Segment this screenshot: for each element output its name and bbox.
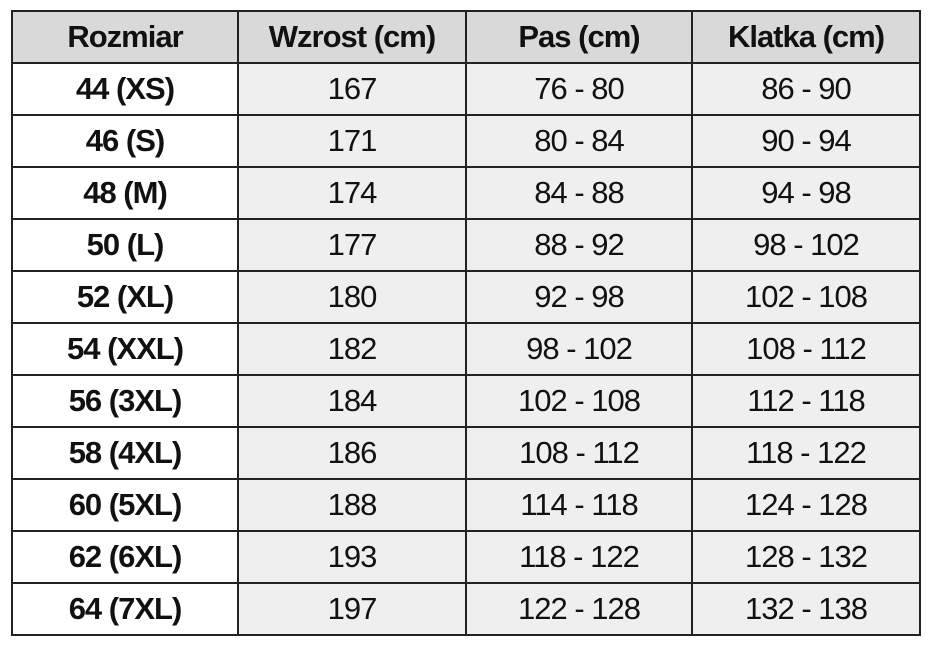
size-cell: 46 (S) [11, 114, 239, 168]
data-cell: 76 - 80 [465, 62, 693, 116]
data-cell: 193 [237, 530, 467, 584]
data-cell: 118 - 122 [691, 426, 921, 480]
data-cell: 171 [237, 114, 467, 168]
data-cell: 80 - 84 [465, 114, 693, 168]
table-row: 62 (6XL) 193 118 - 122 128 - 132 [11, 530, 921, 584]
data-cell: 112 - 118 [691, 374, 921, 428]
table-row: 58 (4XL) 186 108 - 112 118 - 122 [11, 426, 921, 480]
size-cell: 50 (L) [11, 218, 239, 272]
table-row: 56 (3XL) 184 102 - 108 112 - 118 [11, 374, 921, 428]
size-cell: 48 (M) [11, 166, 239, 220]
table-body: 44 (XS) 167 76 - 80 86 - 90 46 (S) 171 80 - 84… [11, 62, 921, 636]
size-cell: 58 (4XL) [11, 426, 239, 480]
header-cell: Wzrost (cm) [237, 10, 467, 64]
size-cell: 64 (7XL) [11, 582, 239, 636]
data-cell: 84 - 88 [465, 166, 693, 220]
data-cell: 94 - 98 [691, 166, 921, 220]
header-cell: Rozmiar [11, 10, 239, 64]
table-row: 46 (S) 171 80 - 84 90 - 94 [11, 114, 921, 168]
data-cell: 184 [237, 374, 467, 428]
data-cell: 128 - 132 [691, 530, 921, 584]
header-cell: Pas (cm) [465, 10, 693, 64]
data-cell: 108 - 112 [465, 426, 693, 480]
header-cell: Klatka (cm) [691, 10, 921, 64]
data-cell: 88 - 92 [465, 218, 693, 272]
data-cell: 114 - 118 [465, 478, 693, 532]
data-cell: 90 - 94 [691, 114, 921, 168]
data-cell: 98 - 102 [465, 322, 693, 376]
data-cell: 197 [237, 582, 467, 636]
table-row: 48 (M) 174 84 - 88 94 - 98 [11, 166, 921, 220]
data-cell: 186 [237, 426, 467, 480]
data-cell: 174 [237, 166, 467, 220]
data-cell: 167 [237, 62, 467, 116]
size-cell: 60 (5XL) [11, 478, 239, 532]
data-cell: 92 - 98 [465, 270, 693, 324]
data-cell: 132 - 138 [691, 582, 921, 636]
table-row: 44 (XS) 167 76 - 80 86 - 90 [11, 62, 921, 116]
data-cell: 102 - 108 [691, 270, 921, 324]
size-cell: 62 (6XL) [11, 530, 239, 584]
data-cell: 102 - 108 [465, 374, 693, 428]
data-cell: 177 [237, 218, 467, 272]
size-cell: 56 (3XL) [11, 374, 239, 428]
table-row: 54 (XXL) 182 98 - 102 108 - 112 [11, 322, 921, 376]
data-cell: 180 [237, 270, 467, 324]
header-row: Rozmiar Wzrost (cm) Pas (cm) Klatka (cm) [11, 10, 921, 64]
size-cell: 52 (XL) [11, 270, 239, 324]
table-row: 52 (XL) 180 92 - 98 102 - 108 [11, 270, 921, 324]
size-cell: 44 (XS) [11, 62, 239, 116]
data-cell: 118 - 122 [465, 530, 693, 584]
table-row: 64 (7XL) 197 122 - 128 132 - 138 [11, 582, 921, 636]
table-row: 50 (L) 177 88 - 92 98 - 102 [11, 218, 921, 272]
data-cell: 188 [237, 478, 467, 532]
data-cell: 124 - 128 [691, 478, 921, 532]
table-row: 60 (5XL) 188 114 - 118 124 - 128 [11, 478, 921, 532]
size-table: Rozmiar Wzrost (cm) Pas (cm) Klatka (cm) 44… [11, 10, 921, 636]
size-cell: 54 (XXL) [11, 322, 239, 376]
data-cell: 122 - 128 [465, 582, 693, 636]
data-cell: 86 - 90 [691, 62, 921, 116]
page: Rozmiar Wzrost (cm) Pas (cm) Klatka (cm) 44… [11, 10, 921, 636]
data-cell: 98 - 102 [691, 218, 921, 272]
data-cell: 182 [237, 322, 467, 376]
data-cell: 108 - 112 [691, 322, 921, 376]
